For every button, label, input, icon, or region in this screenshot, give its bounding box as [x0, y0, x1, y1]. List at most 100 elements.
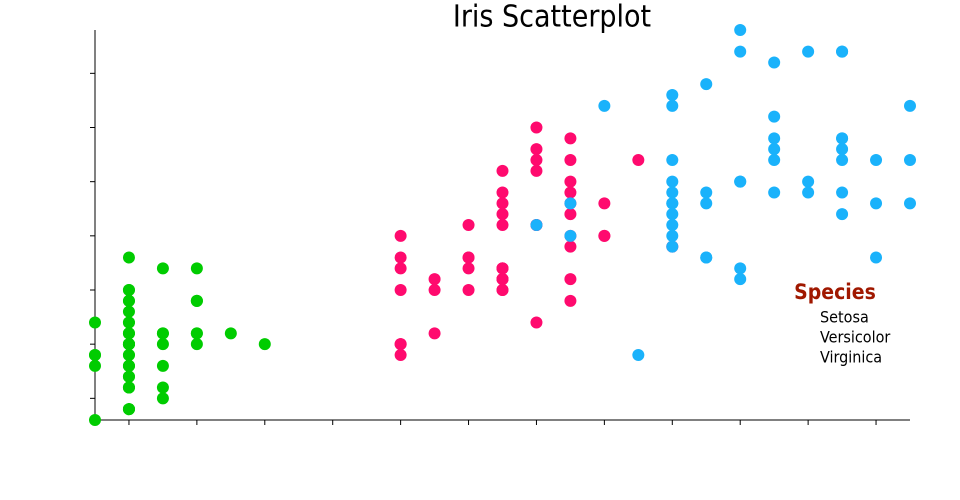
point — [836, 143, 849, 156]
point — [836, 132, 849, 145]
point — [394, 262, 407, 275]
legend-label: Versicolor — [820, 328, 890, 347]
point — [89, 359, 101, 372]
point — [904, 154, 916, 166]
point — [802, 45, 815, 58]
point — [462, 251, 475, 264]
point — [598, 197, 611, 210]
point — [666, 89, 679, 101]
point — [564, 132, 577, 145]
point — [122, 294, 135, 307]
point — [564, 229, 577, 242]
point — [530, 154, 543, 166]
point — [564, 208, 577, 221]
point — [156, 359, 169, 372]
point — [156, 327, 169, 340]
point — [496, 273, 509, 286]
point — [530, 143, 543, 156]
point — [768, 56, 781, 69]
point — [496, 284, 509, 296]
point — [666, 186, 679, 199]
point — [156, 338, 169, 351]
point — [904, 99, 916, 112]
point — [122, 349, 135, 361]
point — [122, 370, 135, 383]
point — [496, 262, 509, 275]
point — [462, 284, 475, 296]
point — [768, 186, 781, 199]
point — [768, 110, 781, 123]
point — [122, 251, 135, 264]
point — [700, 186, 713, 199]
point — [904, 197, 916, 210]
point — [598, 229, 611, 242]
point — [734, 262, 747, 275]
point — [190, 294, 203, 307]
legend-title: Species — [794, 280, 876, 304]
point — [122, 338, 135, 351]
point — [428, 284, 441, 296]
point — [666, 154, 679, 166]
point — [122, 327, 135, 340]
point — [564, 197, 577, 210]
point — [836, 154, 849, 166]
point — [564, 294, 577, 307]
point — [394, 229, 407, 242]
point — [666, 240, 679, 253]
point — [530, 164, 543, 177]
point — [836, 186, 849, 199]
point — [224, 327, 237, 340]
point — [666, 99, 679, 112]
point — [122, 381, 135, 394]
point — [836, 45, 849, 58]
point — [496, 219, 509, 231]
point — [394, 284, 407, 296]
point — [700, 78, 713, 91]
point — [122, 316, 135, 329]
point — [870, 154, 883, 166]
point — [394, 251, 407, 264]
point — [394, 349, 407, 361]
point — [734, 24, 747, 36]
point — [156, 381, 169, 394]
point — [530, 316, 543, 329]
point — [156, 392, 169, 405]
point — [666, 197, 679, 210]
point — [564, 175, 577, 188]
point — [666, 219, 679, 231]
point — [734, 175, 747, 188]
point — [496, 208, 509, 221]
point — [156, 262, 169, 275]
point — [700, 251, 713, 264]
legend-label: Virginica — [820, 348, 882, 367]
point — [89, 349, 101, 361]
point — [428, 273, 441, 286]
point — [802, 186, 815, 199]
point — [700, 197, 713, 210]
point — [122, 403, 135, 416]
point — [564, 273, 577, 286]
point — [190, 262, 203, 275]
point — [190, 338, 203, 351]
point — [496, 164, 509, 177]
point — [768, 132, 781, 145]
point — [462, 262, 475, 275]
chart-title: Iris Scatterplot — [453, 0, 651, 35]
point — [89, 414, 101, 426]
point — [632, 154, 645, 166]
point — [768, 143, 781, 156]
point — [734, 273, 747, 286]
point — [666, 229, 679, 242]
point — [122, 305, 135, 318]
point — [190, 327, 203, 340]
point — [870, 197, 883, 210]
legend-label: Setosa — [820, 308, 869, 327]
point — [394, 338, 407, 351]
point — [666, 208, 679, 221]
point — [666, 175, 679, 188]
point — [802, 175, 815, 188]
point — [496, 197, 509, 210]
point — [428, 327, 441, 340]
point — [122, 284, 135, 296]
